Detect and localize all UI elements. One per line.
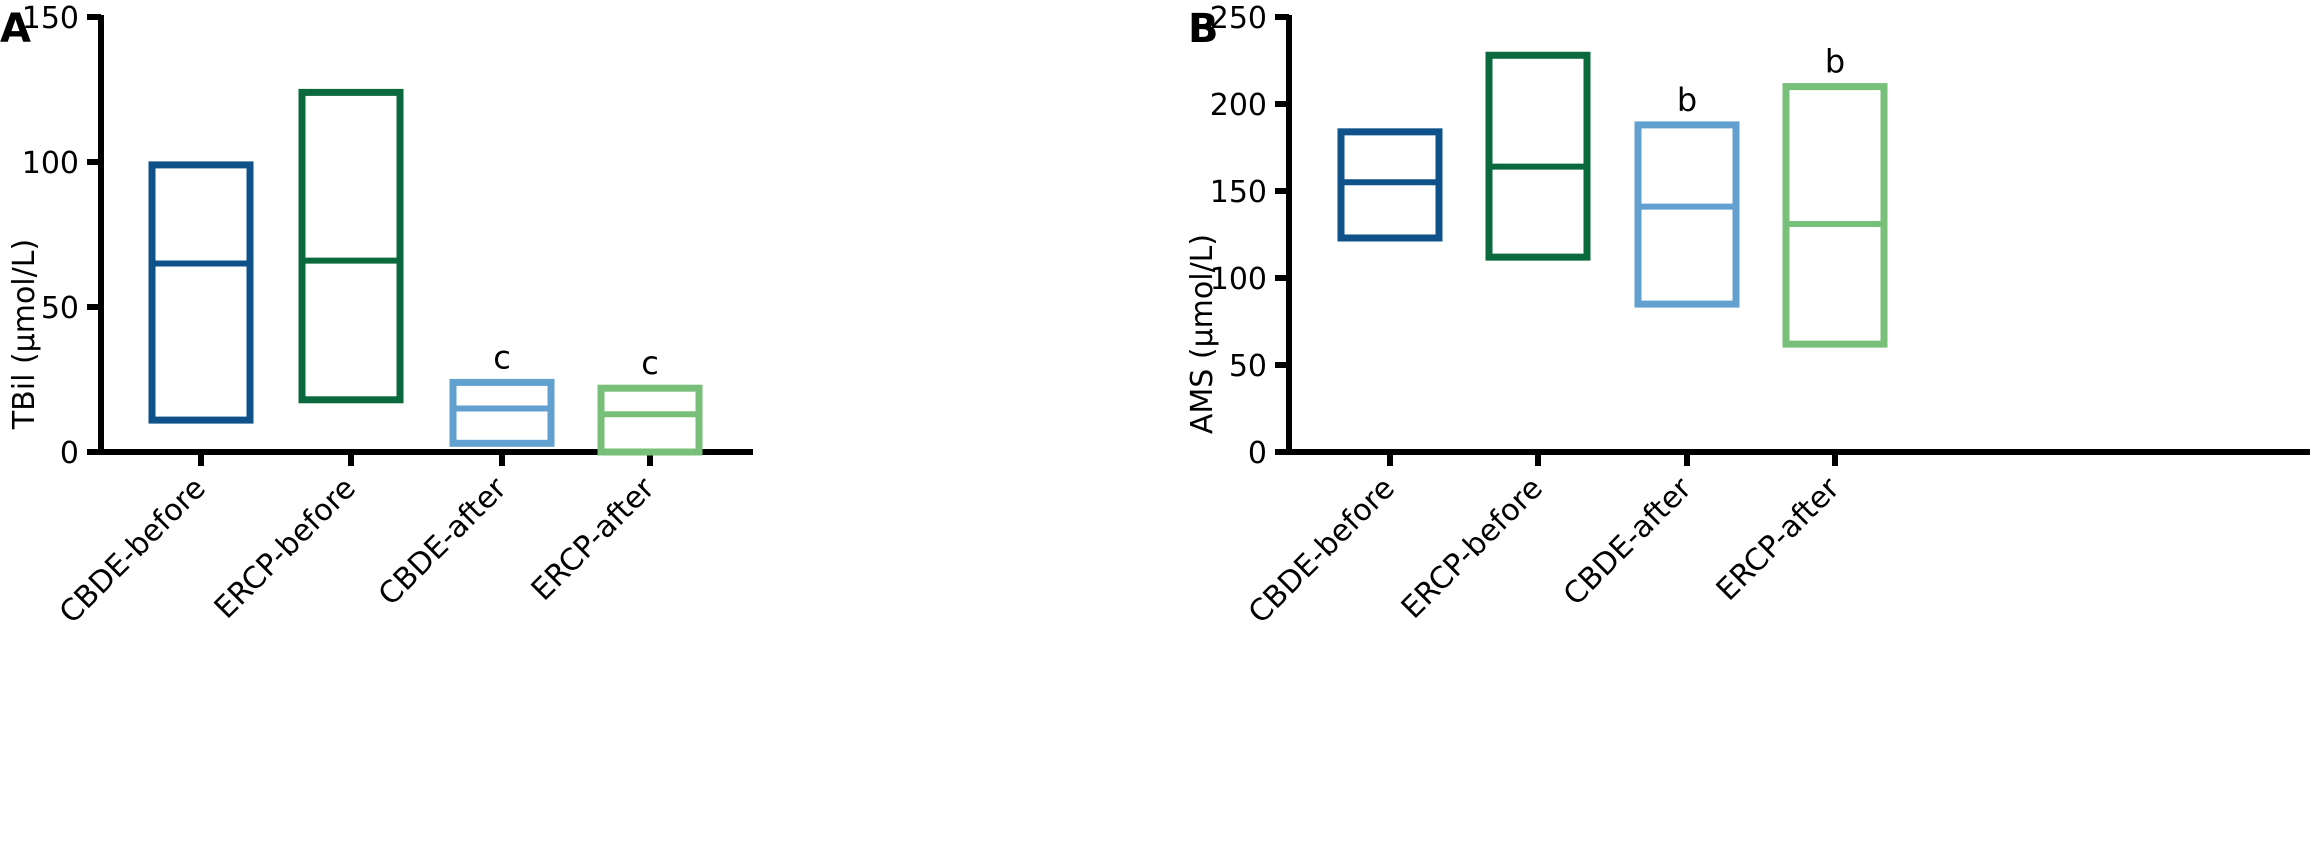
box-ercp-before — [298, 88, 404, 404]
significance-annotation: c — [493, 338, 511, 376]
y-tick-label: 150 — [1210, 175, 1267, 210]
box-ercp-before — [1485, 51, 1591, 261]
x-tick-label: CBDE-before — [53, 471, 213, 631]
box-cbde-after — [449, 378, 555, 447]
y-tick-label: 100 — [22, 146, 79, 181]
box-cbde-before — [148, 161, 254, 424]
y-tick-label: 200 — [1210, 88, 1267, 123]
x-tick-label: CBDE-after — [372, 470, 514, 612]
x-tick-label: ERCP-before — [1395, 471, 1550, 626]
y-axis-title-ams: AMS (μmol/L) — [1185, 234, 1220, 434]
y-tick-label: 50 — [41, 291, 79, 326]
y-tick-label: 50 — [1229, 349, 1267, 384]
x-tick-label: CBDE-after — [1557, 470, 1699, 612]
y-tick-label: 250 — [1210, 1, 1267, 36]
panel-letter-b: B — [1188, 6, 1219, 52]
y-tick-label: 100 — [1210, 262, 1267, 297]
y-tick-label: 150 — [22, 1, 79, 36]
significance-annotation: c — [641, 344, 659, 382]
y-tick-label: 0 — [1248, 436, 1267, 471]
significance-annotation: b — [1825, 43, 1845, 81]
y-axis-title-tbil: TBil (μmol/L) — [7, 239, 42, 430]
x-tick-label: ERCP-after — [525, 470, 662, 607]
box-cbde-after — [1634, 121, 1740, 308]
significance-annotation: b — [1677, 81, 1697, 119]
box-ercp-after — [1782, 83, 1888, 348]
x-tick-label: ERCP-before — [208, 471, 363, 626]
panel-letter-a: A — [0, 6, 31, 52]
y-tick-label: 0 — [60, 436, 79, 471]
panel-b-ams-chart: B AMS (μmol/L) 0 50 100 150 200 250 CBDE-befor… — [1185, 1, 2310, 631]
x-tick-label: ERCP-after — [1710, 470, 1847, 607]
panel-a-tbil-chart: A TBil (μmol/L) 050100150CBDE-beforeERCP… — [0, 1, 753, 631]
box-ercp-after — [597, 384, 703, 456]
x-tick-label: CBDE-before — [1242, 471, 1402, 631]
